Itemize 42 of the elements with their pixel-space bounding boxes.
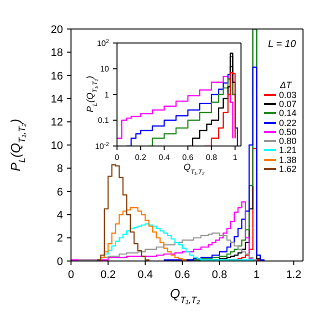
y-tick-label: 1: [104, 90, 110, 100]
x-tick-label: 0.4: [158, 153, 170, 162]
x-tick-label: 0: [114, 153, 120, 162]
legend-label: 1.38: [279, 154, 297, 165]
y-tick-label: 16: [50, 70, 63, 82]
legend-label: 0.50: [279, 126, 297, 137]
legend-label: 1.21: [279, 145, 297, 156]
x-tick-label: 0.8: [212, 269, 228, 281]
x-tick-label: 1: [254, 269, 260, 281]
y-tick-label: 10: [100, 64, 110, 74]
y-tick-label: 4: [56, 209, 63, 222]
y-tick-label: 6: [56, 186, 63, 198]
y-tick-label: 8: [56, 163, 63, 176]
y-tick-label: 10$^{2}$: [96, 38, 109, 48]
x-tick-label: 1.2: [286, 269, 302, 281]
legend-title: ΔT: [280, 80, 293, 90]
x-tick-label: 0: [68, 269, 74, 281]
x-tick-label: 0.8: [206, 153, 218, 162]
y-tick-label: 2: [56, 232, 63, 245]
y-tick-label: 20: [50, 24, 63, 36]
legend-label: 1.62: [279, 164, 297, 174]
y-tick-label: 10: [50, 140, 63, 152]
x-tick-label: 0.4: [138, 269, 153, 281]
x-tick-label: 0.6: [174, 269, 190, 281]
y-tick-label: 12: [50, 116, 63, 129]
x-tick-label: 0.2: [135, 153, 147, 162]
x-tick-label: 0.2: [100, 269, 116, 281]
y-tick-label: 0.1: [98, 116, 110, 126]
y-tick-label: 0: [56, 256, 63, 268]
y-tick-label: 10$^{-2}$: [95, 142, 109, 151]
y-tick-label: 18: [50, 47, 63, 60]
x-tick-label: 1: [232, 153, 238, 162]
y-tick-label: 14: [50, 93, 63, 106]
legend-label: 0.14: [279, 108, 297, 118]
legend-label: 0.03: [279, 90, 297, 100]
legend-label: 0.80: [279, 136, 297, 146]
legend-label: 0.07: [279, 98, 297, 109]
x-axis-title: Q$_{T₁,T₂}$: [170, 286, 201, 305]
x-tick-label: 0.6: [182, 153, 194, 162]
x-axis-title: Q$_{T₁,T₂}$: [184, 162, 206, 176]
legend-label: 0.22: [279, 118, 297, 128]
annotation: L = 10: [268, 39, 296, 50]
